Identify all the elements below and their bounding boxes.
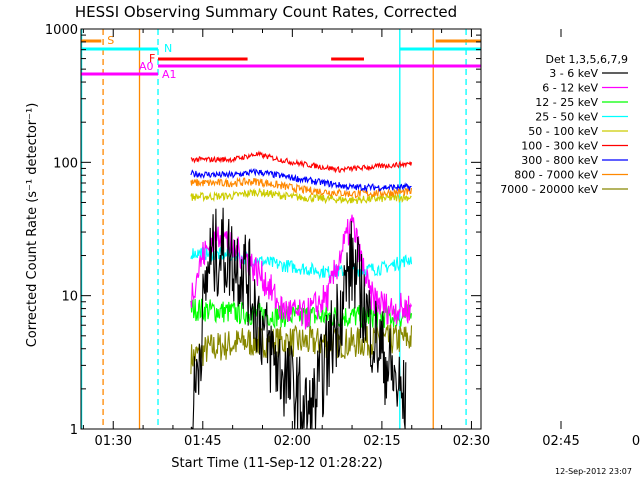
- plot-area: [81, 29, 481, 429]
- legend-label-6: 300 - 800 keV: [521, 154, 598, 167]
- plot-frame: [80, 28, 482, 430]
- chart-title: HESSI Observing Summary Count Rates, Cor…: [75, 3, 457, 21]
- timestamp: 12-Sep-2012 23:07: [555, 467, 632, 476]
- legend-label-4: 50 - 100 keV: [528, 125, 598, 138]
- flag-label-A0: A0: [139, 60, 154, 73]
- y-tick-label-1: 10: [61, 290, 78, 305]
- y-tick-label-0: 1: [70, 423, 78, 438]
- legend-label-3: 25 - 50 keV: [535, 111, 598, 124]
- legend-label-5: 100 - 300 keV: [521, 140, 598, 153]
- x-tick-label-4: 02:30: [453, 434, 490, 449]
- series-line-100-300keV: [190, 150, 413, 174]
- x-tick-label-1: 01:45: [184, 434, 221, 449]
- series-line-3-6keV: [190, 207, 407, 430]
- legend-label-1: 6 - 12 keV: [542, 82, 598, 95]
- flag-label-F: F: [149, 52, 155, 65]
- legend-label-8: 7000 - 20000 keV: [500, 183, 598, 196]
- x-tick-label-3: 02:15: [363, 434, 400, 449]
- flag-label-A1: A1: [162, 68, 177, 81]
- legend-label-7: 800 - 7000 keV: [514, 169, 598, 182]
- legend-title: Det 1,3,5,6,7,9: [545, 53, 628, 66]
- x-tick-label-5: 02:45: [542, 434, 579, 449]
- series-line-800-7000keV: [190, 176, 413, 199]
- y-axis-label: Corrected Count Rate (s⁻¹ detector⁻¹): [25, 103, 40, 348]
- series-line-50-100keV: [190, 188, 412, 205]
- y-tick-label-3: 1000: [45, 23, 78, 38]
- plot-background: [81, 29, 481, 429]
- series-lines: [190, 150, 413, 430]
- legend-label-0: 3 - 6 keV: [549, 67, 598, 80]
- series-line-300-800keV: [190, 168, 412, 193]
- x-tick-label-2: 02:00: [274, 434, 311, 449]
- legend-label-2: 12 - 25 keV: [535, 96, 598, 109]
- x-tick-label-6: 03:00: [632, 434, 640, 449]
- y-tick-label-2: 100: [53, 156, 78, 171]
- flag-label-S: S: [107, 34, 114, 47]
- x-axis-label: Start Time (11-Sep-12 01:28:22): [171, 456, 382, 471]
- flag-label-N: N: [164, 42, 172, 55]
- x-tick-label-0: 01:30: [95, 434, 132, 449]
- plot-axes: 1 10 100 1000 01:30 01:45 02:00 02:15 02:30 02:45…: [45, 23, 640, 449]
